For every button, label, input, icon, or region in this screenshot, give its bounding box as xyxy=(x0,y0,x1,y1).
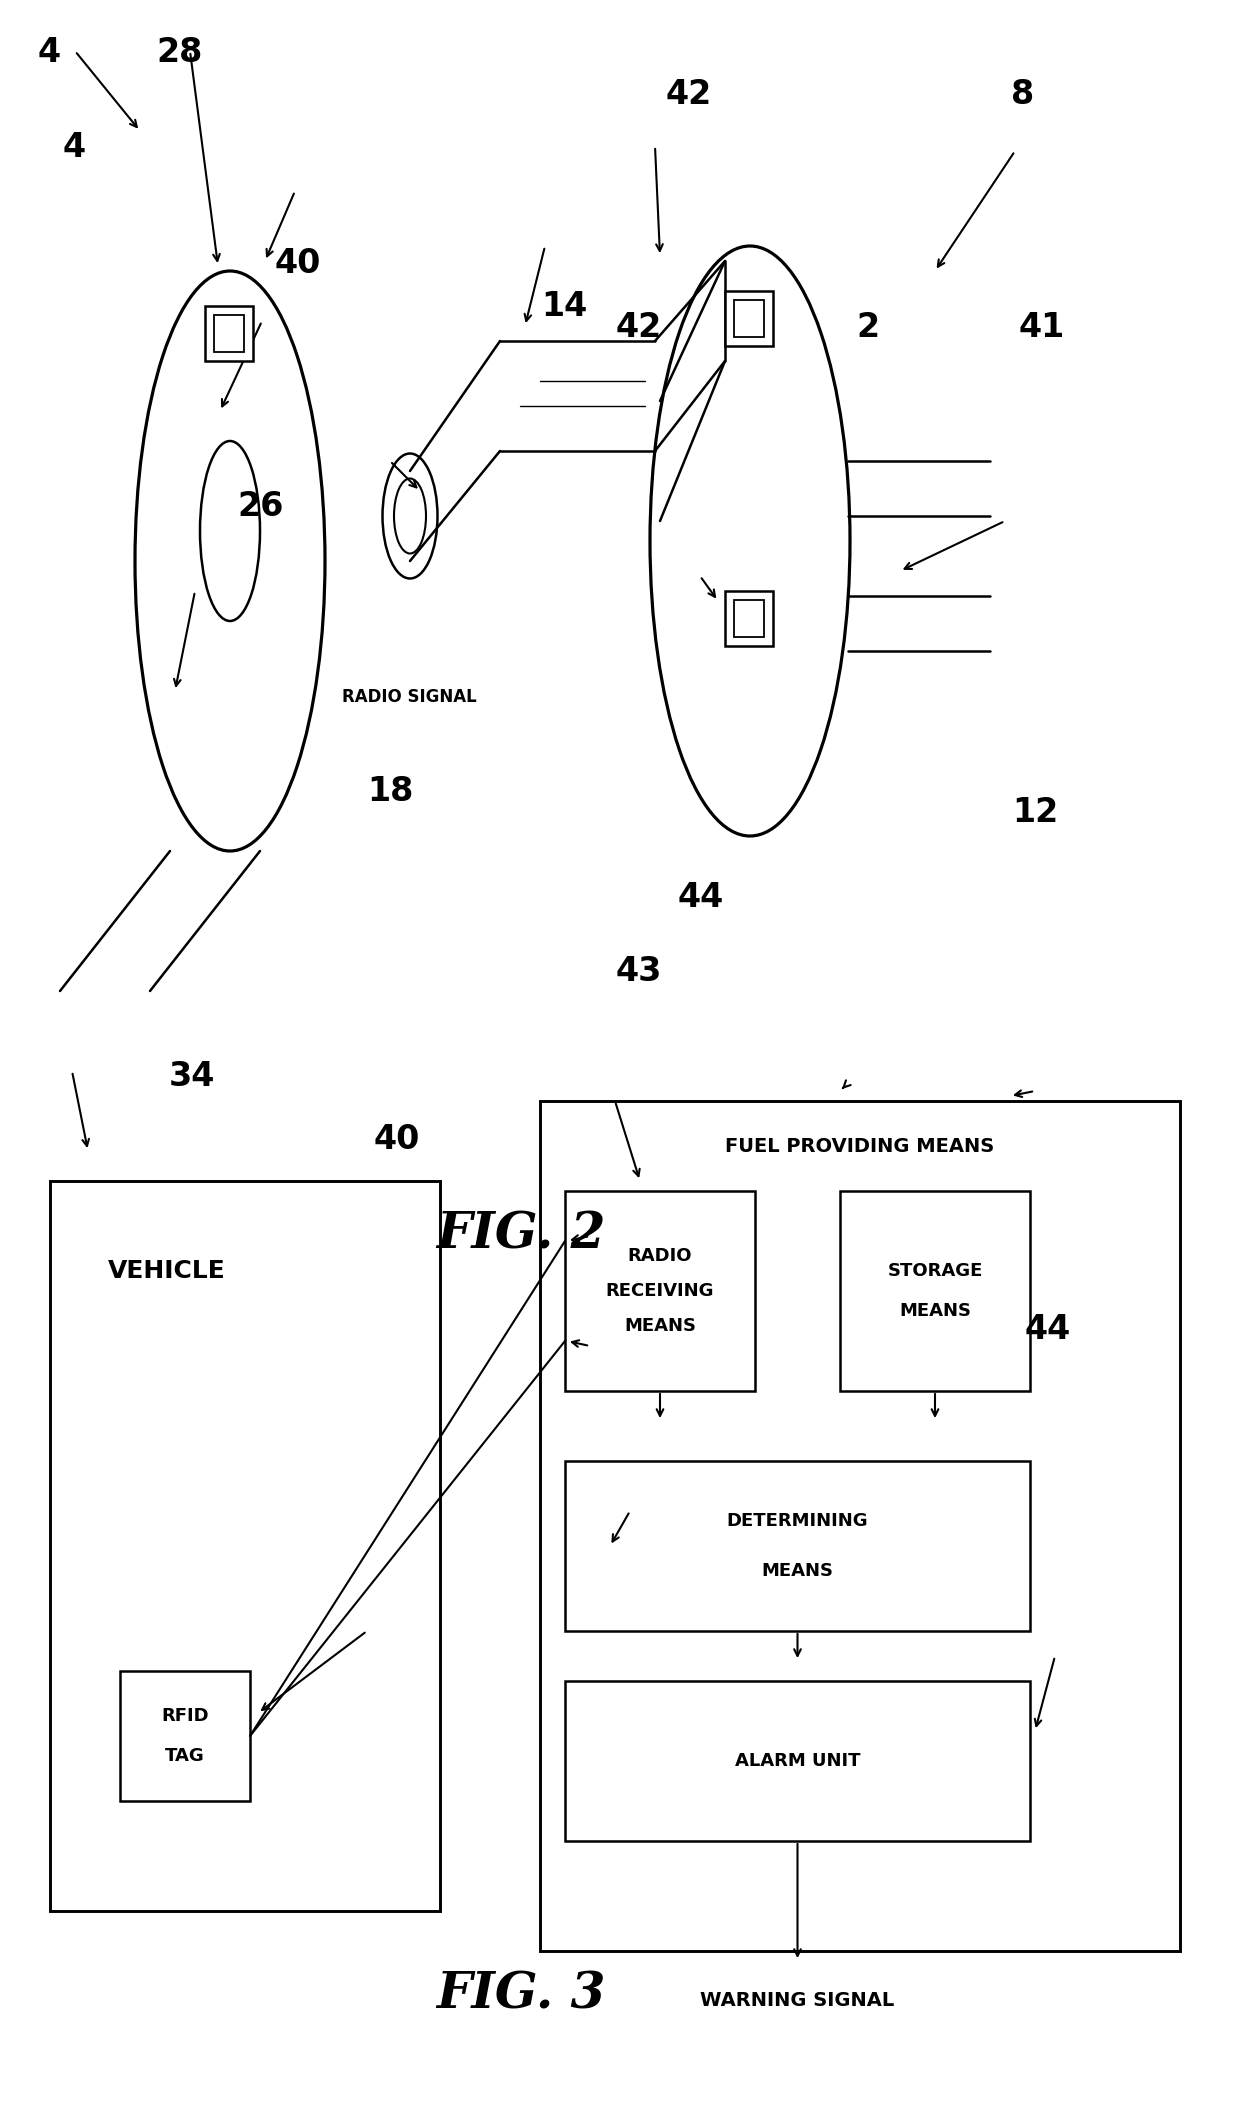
Text: RFID: RFID xyxy=(161,1708,208,1725)
Text: 42: 42 xyxy=(665,78,712,112)
Text: 40: 40 xyxy=(373,1123,420,1157)
FancyBboxPatch shape xyxy=(565,1461,1030,1632)
Text: 40: 40 xyxy=(274,247,321,281)
Text: 28: 28 xyxy=(156,36,203,70)
Text: RECEIVING: RECEIVING xyxy=(606,1281,714,1300)
FancyBboxPatch shape xyxy=(725,291,773,346)
FancyBboxPatch shape xyxy=(539,1102,1180,1951)
FancyBboxPatch shape xyxy=(725,591,773,646)
FancyBboxPatch shape xyxy=(565,1680,1030,1841)
FancyBboxPatch shape xyxy=(734,600,764,638)
Text: 26: 26 xyxy=(237,490,284,524)
Text: ALARM UNIT: ALARM UNIT xyxy=(735,1752,861,1769)
Text: 12: 12 xyxy=(1012,796,1059,830)
Text: RADIO SIGNAL: RADIO SIGNAL xyxy=(342,688,476,705)
Text: DETERMINING: DETERMINING xyxy=(727,1511,868,1530)
Text: 41: 41 xyxy=(1018,310,1065,344)
Text: FIG. 3: FIG. 3 xyxy=(436,1970,605,2020)
Text: TAG: TAG xyxy=(165,1748,205,1765)
Text: FIG. 2: FIG. 2 xyxy=(436,1210,605,1260)
Text: FUEL PROVIDING MEANS: FUEL PROVIDING MEANS xyxy=(725,1136,994,1155)
FancyBboxPatch shape xyxy=(120,1672,250,1801)
Text: STORAGE: STORAGE xyxy=(888,1262,982,1279)
FancyBboxPatch shape xyxy=(50,1180,440,1910)
Text: 44: 44 xyxy=(1024,1313,1071,1347)
Text: 34: 34 xyxy=(169,1060,216,1093)
Text: 44: 44 xyxy=(677,880,724,914)
Text: 43: 43 xyxy=(615,954,662,988)
Text: 4: 4 xyxy=(38,36,61,70)
Text: 42: 42 xyxy=(615,310,662,344)
Text: MEANS: MEANS xyxy=(899,1302,971,1319)
Text: WARNING SIGNAL: WARNING SIGNAL xyxy=(701,1991,894,2010)
FancyBboxPatch shape xyxy=(734,300,764,338)
Text: 4: 4 xyxy=(63,131,86,165)
FancyBboxPatch shape xyxy=(839,1191,1030,1391)
Text: 8: 8 xyxy=(1012,78,1034,112)
FancyBboxPatch shape xyxy=(205,306,253,361)
Text: MEANS: MEANS xyxy=(761,1562,833,1579)
Text: 18: 18 xyxy=(367,775,414,809)
Text: 2: 2 xyxy=(857,310,879,344)
Text: 14: 14 xyxy=(541,289,588,323)
Text: MEANS: MEANS xyxy=(624,1317,696,1334)
Text: RADIO: RADIO xyxy=(627,1248,692,1264)
FancyBboxPatch shape xyxy=(565,1191,755,1391)
Text: VEHICLE: VEHICLE xyxy=(108,1258,226,1283)
FancyBboxPatch shape xyxy=(215,315,244,353)
